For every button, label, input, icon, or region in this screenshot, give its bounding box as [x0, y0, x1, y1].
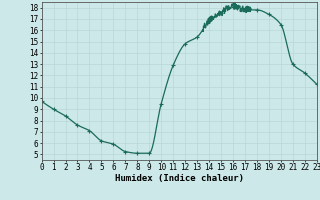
X-axis label: Humidex (Indice chaleur): Humidex (Indice chaleur): [115, 174, 244, 183]
